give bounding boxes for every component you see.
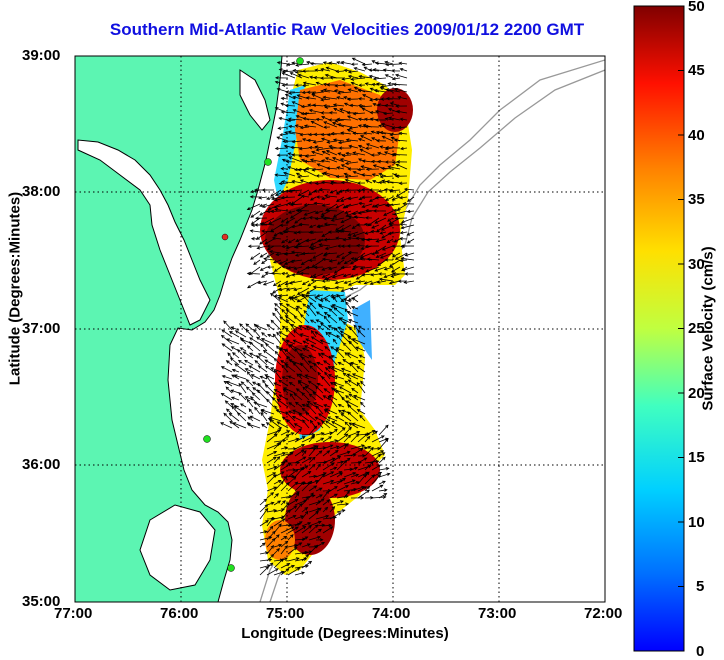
x-tick-label: 75:00 — [266, 605, 304, 622]
x-tick-label: 74:00 — [372, 605, 410, 622]
station-marker — [222, 234, 228, 240]
station-marker — [204, 436, 211, 443]
x-axis-label: Longitude (Degrees:Minutes) — [150, 625, 540, 642]
velocity-arrow — [302, 435, 315, 436]
velocity-arrow — [320, 190, 331, 191]
colorbar-label: Surface Velocity (cm/s) — [700, 224, 717, 434]
y-tick-label: 36:00 — [22, 456, 60, 473]
colorbar-tick-label: 40 — [688, 127, 705, 144]
colorbar-tick-label: 45 — [688, 62, 705, 79]
x-tick-label: 72:00 — [584, 605, 622, 622]
y-tick-label: 37:00 — [22, 320, 60, 337]
y-tick-label: 39:00 — [22, 47, 60, 64]
colorbar — [634, 6, 684, 651]
station-marker — [297, 58, 304, 65]
velocity-arrow — [394, 155, 407, 156]
colorbar-tick-label: 35 — [688, 191, 705, 208]
station-marker — [265, 159, 272, 166]
velocity-arrow — [387, 99, 400, 100]
x-tick-label: 76:00 — [160, 605, 198, 622]
x-tick-label: 73:00 — [478, 605, 516, 622]
x-tick-label: 77:00 — [54, 605, 92, 622]
colorbar-tick-label: 0 — [696, 643, 704, 660]
y-axis-label: Latitude (Degrees:Minutes) — [7, 184, 24, 394]
colorbar-tick-label: 15 — [688, 449, 705, 466]
colorbar-tick-label: 10 — [688, 514, 705, 531]
colorbar-tick-label: 5 — [696, 578, 704, 595]
station-marker — [228, 565, 235, 572]
colorbar-tick-label: 50 — [688, 0, 705, 15]
y-tick-label: 38:00 — [22, 183, 60, 200]
